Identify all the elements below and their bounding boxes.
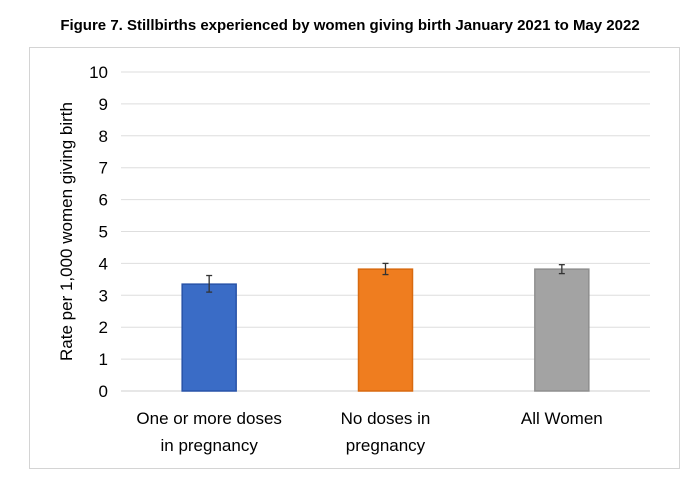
x-category-label: in pregnancy — [160, 436, 258, 455]
x-category-label: All Women — [521, 409, 603, 428]
y-tick-label: 2 — [99, 318, 108, 337]
x-category-label: pregnancy — [346, 436, 426, 455]
bar — [357, 268, 414, 392]
y-tick-label: 8 — [99, 127, 108, 146]
y-tick-label: 6 — [99, 191, 108, 210]
x-category-label: No doses in — [341, 409, 431, 428]
chart-frame: 0 1 2 3 4 5 6 7 8 9 10 Rate per 1,000 women giving … — [29, 47, 680, 469]
bar-chart: 0 1 2 3 4 5 6 7 8 9 10 Rate per 1,000 women giving … — [57, 63, 650, 455]
y-axis-title: Rate per 1,000 women giving birth — [57, 102, 76, 361]
y-tick-label: 4 — [99, 254, 108, 273]
y-tick-label: 3 — [99, 286, 108, 305]
y-tick-label: 1 — [99, 350, 108, 369]
y-tick-label: 5 — [99, 223, 108, 242]
y-tick-label: 9 — [99, 95, 108, 114]
y-tick-label: 0 — [99, 382, 108, 401]
bar — [534, 268, 590, 392]
y-tick-label: 7 — [99, 159, 108, 178]
figure-title: Figure 7. Stillbirths experienced by wom… — [60, 17, 640, 34]
bar — [181, 283, 237, 392]
x-category-label: One or more doses — [136, 409, 282, 428]
y-tick-label: 10 — [89, 63, 108, 82]
